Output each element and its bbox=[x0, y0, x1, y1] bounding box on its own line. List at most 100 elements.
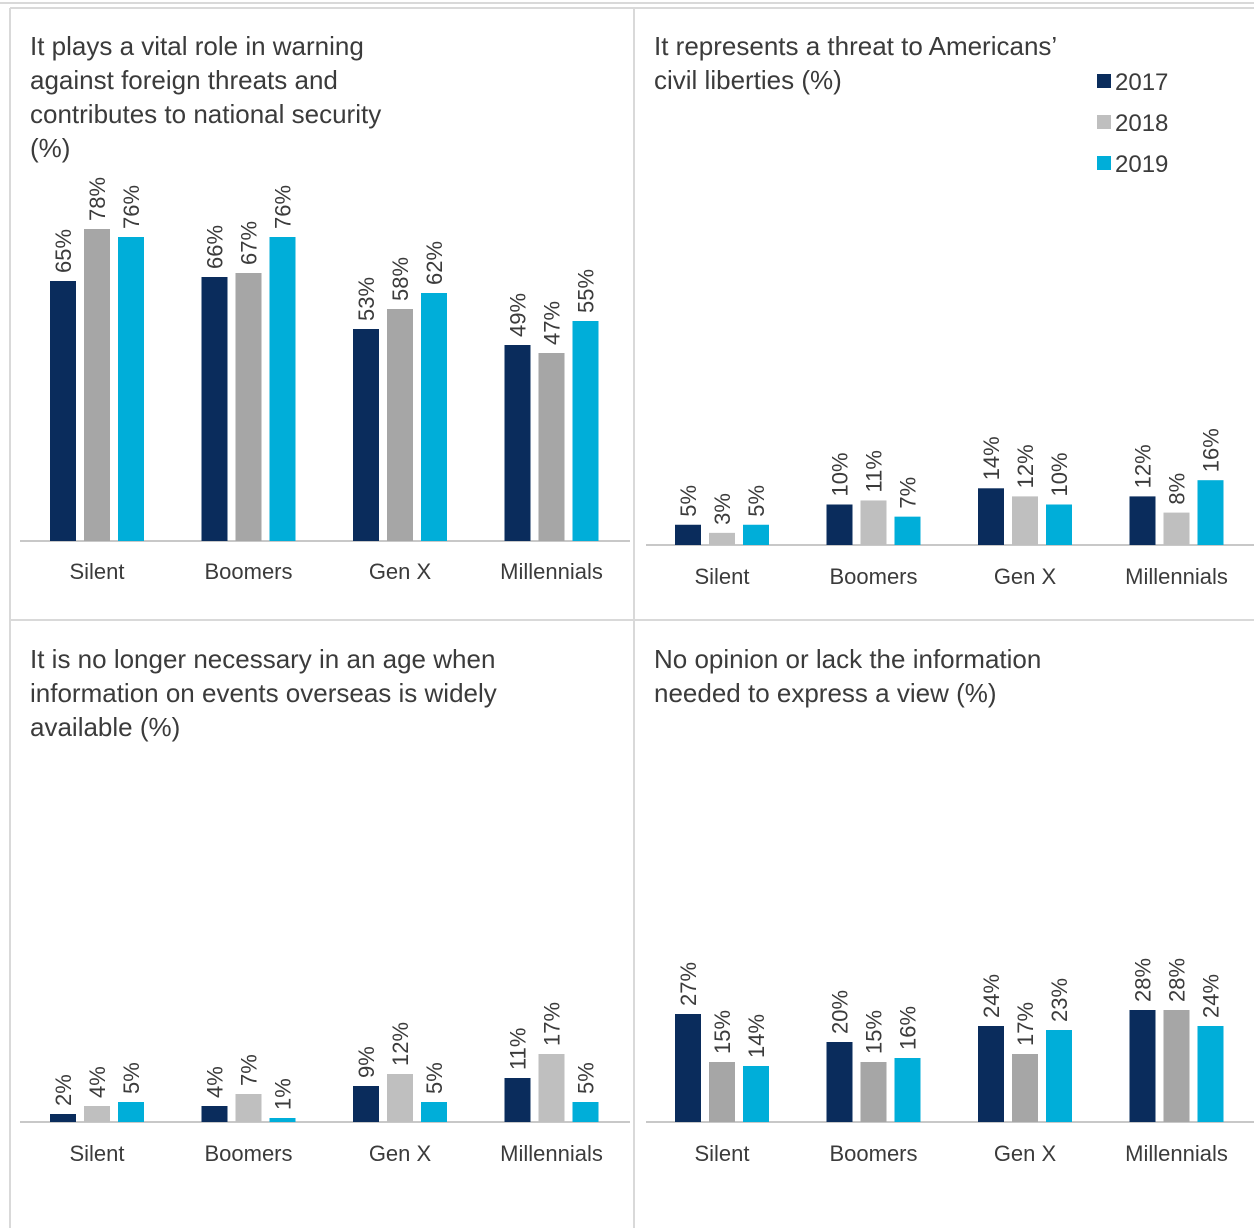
data-label: 53% bbox=[354, 277, 379, 321]
bar-2017-millennials bbox=[1129, 1010, 1156, 1122]
data-label: 7% bbox=[237, 1054, 262, 1086]
bar-2017-boomers bbox=[826, 504, 853, 545]
data-label: 12% bbox=[1131, 444, 1156, 488]
bar-2017-boomers bbox=[201, 277, 228, 541]
bar-2018-millennials bbox=[1163, 512, 1190, 545]
chart-title: No opinion or lack the information needed… bbox=[654, 644, 1041, 708]
data-label: 65% bbox=[51, 229, 76, 273]
data-label: 17% bbox=[540, 1002, 565, 1046]
data-label: 67% bbox=[237, 221, 262, 265]
data-label: 1% bbox=[271, 1078, 296, 1110]
x-tick-label: Silent bbox=[694, 1141, 749, 1166]
bar-2018-silent bbox=[709, 1062, 735, 1122]
x-tick-label: Silent bbox=[69, 559, 124, 584]
data-label: 78% bbox=[85, 177, 110, 221]
x-tick-label: Gen X bbox=[994, 564, 1057, 589]
data-label: 2% bbox=[51, 1074, 76, 1106]
data-label: 3% bbox=[710, 493, 735, 525]
data-label: 5% bbox=[676, 485, 701, 517]
bar-2019-silent bbox=[118, 1102, 144, 1122]
data-label: 8% bbox=[1165, 473, 1190, 505]
data-label: 14% bbox=[979, 436, 1004, 480]
chart-panel-4: No opinion or lack the information needed… bbox=[646, 644, 1254, 1166]
data-label: 5% bbox=[744, 485, 769, 517]
x-tick-label: Boomers bbox=[829, 1141, 917, 1166]
bar-2017-millennials bbox=[1129, 496, 1156, 545]
legend-label-2017: 2017 bbox=[1115, 69, 1168, 96]
bar-2018-gen-x bbox=[1012, 1054, 1038, 1122]
x-tick-label: Boomers bbox=[204, 559, 292, 584]
data-label: 14% bbox=[744, 1014, 769, 1058]
bar-2018-millennials bbox=[538, 1054, 565, 1122]
data-label: 66% bbox=[203, 225, 228, 269]
bar-2019-boomers bbox=[269, 1118, 296, 1122]
data-label: 24% bbox=[979, 974, 1004, 1018]
bar-2017-boomers bbox=[201, 1106, 228, 1122]
bar-2018-gen-x bbox=[387, 1074, 413, 1122]
bar-2017-gen-x bbox=[353, 329, 379, 541]
bar-2018-gen-x bbox=[1012, 496, 1038, 545]
bar-2019-millennials bbox=[572, 321, 599, 541]
data-label: 47% bbox=[540, 301, 565, 345]
data-label: 55% bbox=[574, 269, 599, 313]
bar-2018-millennials bbox=[538, 353, 565, 541]
bar-2017-silent bbox=[50, 1114, 76, 1122]
legend-label-2019: 2019 bbox=[1115, 151, 1168, 178]
legend-swatch-2018 bbox=[1097, 115, 1111, 129]
bar-2017-boomers bbox=[826, 1042, 853, 1122]
x-tick-label: Millennials bbox=[1125, 1141, 1228, 1166]
chart-panel-3: It is no longer necessary in an age when… bbox=[20, 644, 630, 1166]
bar-2017-gen-x bbox=[978, 1026, 1004, 1122]
chart-panel-1: It plays a vital role in warning against … bbox=[20, 31, 630, 584]
data-label: 49% bbox=[506, 293, 531, 337]
data-label: 5% bbox=[422, 1062, 447, 1094]
chart-panel-2: It represents a threat to Americans’ civi… bbox=[646, 31, 1254, 589]
legend-swatch-2017 bbox=[1097, 74, 1111, 88]
bar-2017-gen-x bbox=[353, 1086, 379, 1122]
data-label: 27% bbox=[676, 962, 701, 1006]
data-label: 10% bbox=[828, 452, 853, 496]
x-tick-label: Boomers bbox=[204, 1141, 292, 1166]
data-label: 5% bbox=[119, 1062, 144, 1094]
data-label: 11% bbox=[506, 1028, 531, 1070]
chart-title: It represents a threat to Americans’ civi… bbox=[654, 31, 1057, 95]
data-label: 24% bbox=[1199, 974, 1224, 1018]
data-label: 4% bbox=[203, 1066, 228, 1098]
x-tick-label: Boomers bbox=[829, 564, 917, 589]
data-label: 76% bbox=[119, 185, 144, 229]
bar-2019-millennials bbox=[1197, 480, 1224, 545]
bar-2019-silent bbox=[118, 237, 144, 541]
bar-2018-boomers bbox=[860, 1062, 887, 1122]
legend-swatch-2019 bbox=[1097, 156, 1111, 170]
bar-2017-silent bbox=[50, 281, 76, 541]
bar-2019-millennials bbox=[572, 1102, 599, 1122]
data-label: 76% bbox=[271, 185, 296, 229]
bar-2019-gen-x bbox=[1046, 504, 1072, 545]
data-label: 17% bbox=[1013, 1002, 1038, 1046]
bar-2018-boomers bbox=[860, 500, 887, 545]
bar-2017-silent bbox=[675, 1014, 701, 1122]
bar-2019-boomers bbox=[894, 1058, 921, 1122]
data-label: 62% bbox=[422, 241, 447, 285]
data-label: 5% bbox=[574, 1062, 599, 1094]
data-label: 23% bbox=[1047, 978, 1072, 1022]
bar-2017-millennials bbox=[504, 1078, 531, 1122]
chart-title: It is no longer necessary in an age when… bbox=[30, 644, 497, 742]
data-label: 16% bbox=[896, 1006, 921, 1050]
bar-2018-millennials bbox=[1163, 1010, 1190, 1122]
bar-2018-silent bbox=[84, 1106, 110, 1122]
chart-panels: It plays a vital role in warning against … bbox=[20, 31, 1254, 1166]
data-label: 9% bbox=[354, 1046, 379, 1078]
data-label: 16% bbox=[1199, 428, 1224, 472]
data-label: 28% bbox=[1165, 958, 1190, 1002]
bar-2018-gen-x bbox=[387, 309, 413, 541]
bar-2019-silent bbox=[743, 524, 769, 545]
data-label: 15% bbox=[862, 1010, 887, 1054]
bar-2017-gen-x bbox=[978, 488, 1004, 545]
x-tick-label: Millennials bbox=[1125, 564, 1228, 589]
data-label: 12% bbox=[388, 1022, 413, 1066]
data-label: 12% bbox=[1013, 444, 1038, 488]
data-label: 7% bbox=[896, 477, 921, 509]
bar-2018-boomers bbox=[235, 273, 262, 541]
